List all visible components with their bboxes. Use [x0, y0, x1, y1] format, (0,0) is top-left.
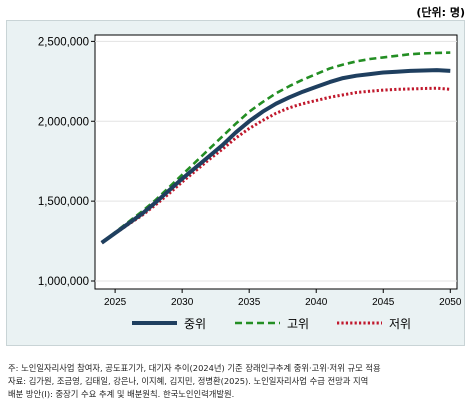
x-tick-label: 2040: [305, 297, 328, 308]
note-line-2: 자료: 김가원, 조금영, 김태일, 강은나, 이지혜, 김지민, 정병환(20…: [8, 376, 369, 386]
legend: 중위 고위 저위: [132, 317, 411, 331]
series-line-dashed: [100, 51, 451, 244]
y-axis: 1,000,000 1,500,000 2,000,000 2,500,000: [38, 36, 95, 288]
legend-label: 고위: [287, 317, 309, 331]
y-tick-label: 1,500,000: [38, 196, 89, 208]
x-tick-label: 2045: [372, 297, 395, 308]
y-tick-label: 2,500,000: [38, 36, 89, 48]
x-tick-label: 2025: [104, 297, 127, 308]
plot-area: [94, 34, 458, 290]
x-tick-label: 2035: [238, 297, 261, 308]
note-line-3: 배분 방안(I): 중장기 수요 추계 및 배분원칙. 한국노인인력개발원.: [8, 389, 235, 399]
chart-figure: 1,000,000 1,500,000 2,000,000 2,500,000 202…: [6, 20, 465, 346]
y-tick-label: 2,000,000: [38, 116, 89, 128]
note-line-1: 주: 노인일자리사업 참여자, 공도표기가, 대기자 추이(2024년) 기준 …: [8, 363, 381, 373]
legend-label: 중위: [184, 317, 206, 331]
x-tick-label: 2050: [439, 297, 462, 308]
line-chart: 1,000,000 1,500,000 2,000,000 2,500,000 202…: [38, 34, 462, 331]
y-tick-label: 1,000,000: [38, 276, 89, 288]
unit-label: (단위: 명): [416, 6, 465, 19]
source-note: 주: 노인일자리사업 참여자, 공도표기가, 대기자 추이(2024년) 기준 …: [8, 362, 470, 401]
x-tick-label: 2030: [171, 297, 194, 308]
series-line-solid: [100, 68, 451, 245]
x-axis: 2025 2030 2035 2040 2045 2050: [104, 289, 462, 308]
series-lines: [100, 51, 451, 245]
legend-label: 저위: [389, 317, 411, 331]
